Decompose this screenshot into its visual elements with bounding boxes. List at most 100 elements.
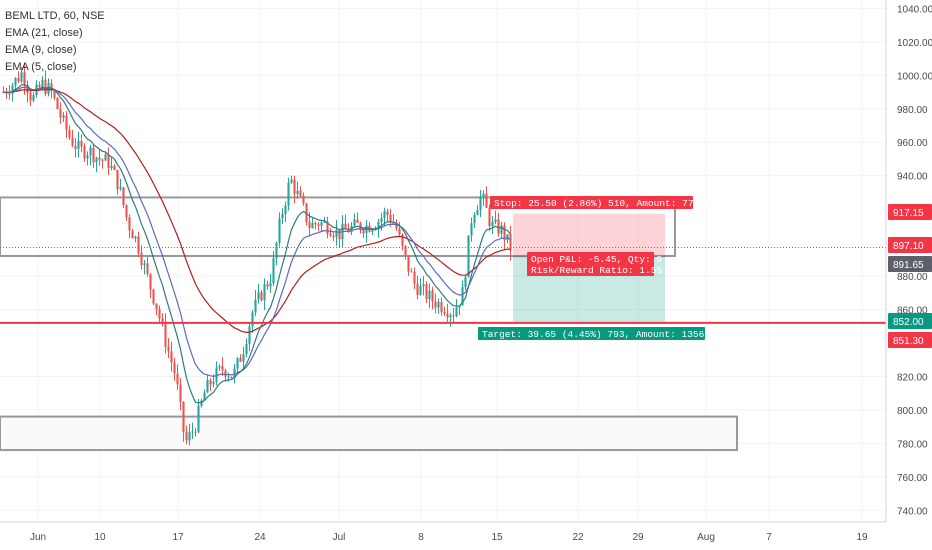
candle-body[interactable] [197, 405, 200, 432]
candle-body[interactable] [101, 159, 104, 161]
candle-body[interactable] [86, 155, 89, 159]
candle-body[interactable] [260, 292, 263, 301]
candle-body[interactable] [320, 222, 323, 226]
candle-body[interactable] [152, 289, 155, 304]
candle-body[interactable] [392, 222, 395, 224]
candle-body[interactable] [248, 326, 251, 344]
candle-body[interactable] [95, 157, 98, 163]
candle-body[interactable] [209, 380, 212, 385]
candle-body[interactable] [218, 366, 221, 368]
ema-line-21[interactable] [3, 88, 511, 334]
candle-body[interactable] [275, 243, 278, 259]
candle-body[interactable] [44, 79, 47, 94]
candle-body[interactable] [170, 351, 173, 363]
candle-body[interactable] [383, 211, 386, 219]
candle-body[interactable] [125, 205, 128, 218]
candle-body[interactable] [506, 234, 509, 241]
candle-body[interactable] [455, 307, 458, 317]
candle-body[interactable] [146, 263, 149, 275]
candle-body[interactable] [284, 205, 287, 214]
ema-line-9[interactable] [3, 86, 511, 378]
candle-body[interactable] [167, 346, 170, 352]
candle-body[interactable] [155, 303, 158, 310]
candle-body[interactable] [17, 78, 20, 82]
candle-body[interactable] [428, 290, 431, 300]
candle-body[interactable] [110, 165, 113, 168]
candle-body[interactable] [266, 284, 269, 287]
candle-body[interactable] [215, 367, 218, 382]
candle-body[interactable] [149, 274, 152, 290]
candle-body[interactable] [425, 284, 428, 300]
candle-body[interactable] [206, 380, 209, 393]
candle-body[interactable] [50, 83, 53, 91]
candle-body[interactable] [308, 221, 311, 229]
candle-body[interactable] [245, 343, 248, 355]
candle-body[interactable] [176, 373, 179, 385]
candle-body[interactable] [329, 233, 332, 236]
candle-body[interactable] [449, 315, 452, 318]
candle-body[interactable] [128, 217, 131, 231]
candle-body[interactable] [230, 376, 233, 378]
stop-badge[interactable]: Stop: 25.50 (2.86%) 510, Amount: 770.5 [490, 196, 711, 209]
candle-body[interactable] [104, 154, 107, 161]
candle-body[interactable] [299, 190, 302, 196]
target-badge[interactable]: Target: 39.65 (4.45%) 793, Amount: 1356.… [478, 327, 722, 340]
candle-body[interactable] [422, 284, 425, 287]
candle-body[interactable] [338, 229, 341, 240]
candle-body[interactable] [281, 213, 284, 219]
candle-body[interactable] [419, 286, 422, 295]
candle-body[interactable] [68, 129, 71, 138]
indicator-ema5[interactable]: EMA (5, close) [5, 61, 77, 73]
candle-body[interactable] [38, 84, 41, 87]
candle-body[interactable] [434, 301, 437, 308]
candle-body[interactable] [185, 432, 188, 441]
candle-body[interactable] [263, 284, 266, 301]
candle-body[interactable] [122, 187, 125, 206]
candle-body[interactable] [437, 302, 440, 308]
candle-body[interactable] [500, 225, 503, 234]
candle-body[interactable] [290, 179, 293, 183]
candle-body[interactable] [410, 271, 413, 273]
candle-body[interactable] [14, 78, 17, 86]
candle-body[interactable] [491, 221, 494, 227]
candle-body[interactable] [332, 235, 335, 237]
candle-body[interactable] [77, 140, 80, 149]
candle-body[interactable] [98, 157, 101, 160]
candle-body[interactable] [278, 218, 281, 244]
demand-zone[interactable] [0, 415, 738, 452]
candle-body[interactable] [71, 137, 74, 146]
candle-body[interactable] [251, 312, 254, 327]
candle-body[interactable] [41, 79, 44, 87]
candle-body[interactable] [335, 229, 338, 237]
candle-body[interactable] [173, 362, 176, 374]
candle-body[interactable] [494, 219, 497, 222]
candle-body[interactable] [386, 211, 389, 215]
candle-body[interactable] [23, 72, 26, 86]
candle-body[interactable] [416, 283, 419, 295]
candle-body[interactable] [20, 72, 23, 82]
candle-body[interactable] [488, 207, 491, 227]
price-badge-target[interactable]: 851.30 [888, 332, 932, 348]
candle-body[interactable] [305, 203, 308, 222]
candle-body[interactable] [344, 223, 347, 230]
candle-body[interactable] [119, 187, 122, 190]
candle-body[interactable] [62, 115, 65, 118]
candle-body[interactable] [59, 109, 62, 118]
candle-body[interactable] [323, 221, 326, 223]
stop-zone[interactable] [513, 213, 665, 257]
candle-body[interactable] [296, 190, 299, 195]
resistance-zone[interactable] [0, 196, 676, 257]
indicator-ema21[interactable]: EMA (21, close) [5, 27, 83, 39]
candle-body[interactable] [503, 225, 506, 241]
candle-body[interactable] [482, 193, 485, 197]
price-badge-current[interactable]: 897.10 [888, 237, 932, 253]
candle-body[interactable] [473, 214, 476, 224]
candle-body[interactable] [32, 95, 35, 101]
candle-body[interactable] [116, 169, 119, 190]
candle-body[interactable] [272, 258, 275, 284]
candle-body[interactable] [398, 228, 401, 235]
candle-body[interactable] [347, 229, 350, 233]
candle-body[interactable] [89, 147, 92, 156]
